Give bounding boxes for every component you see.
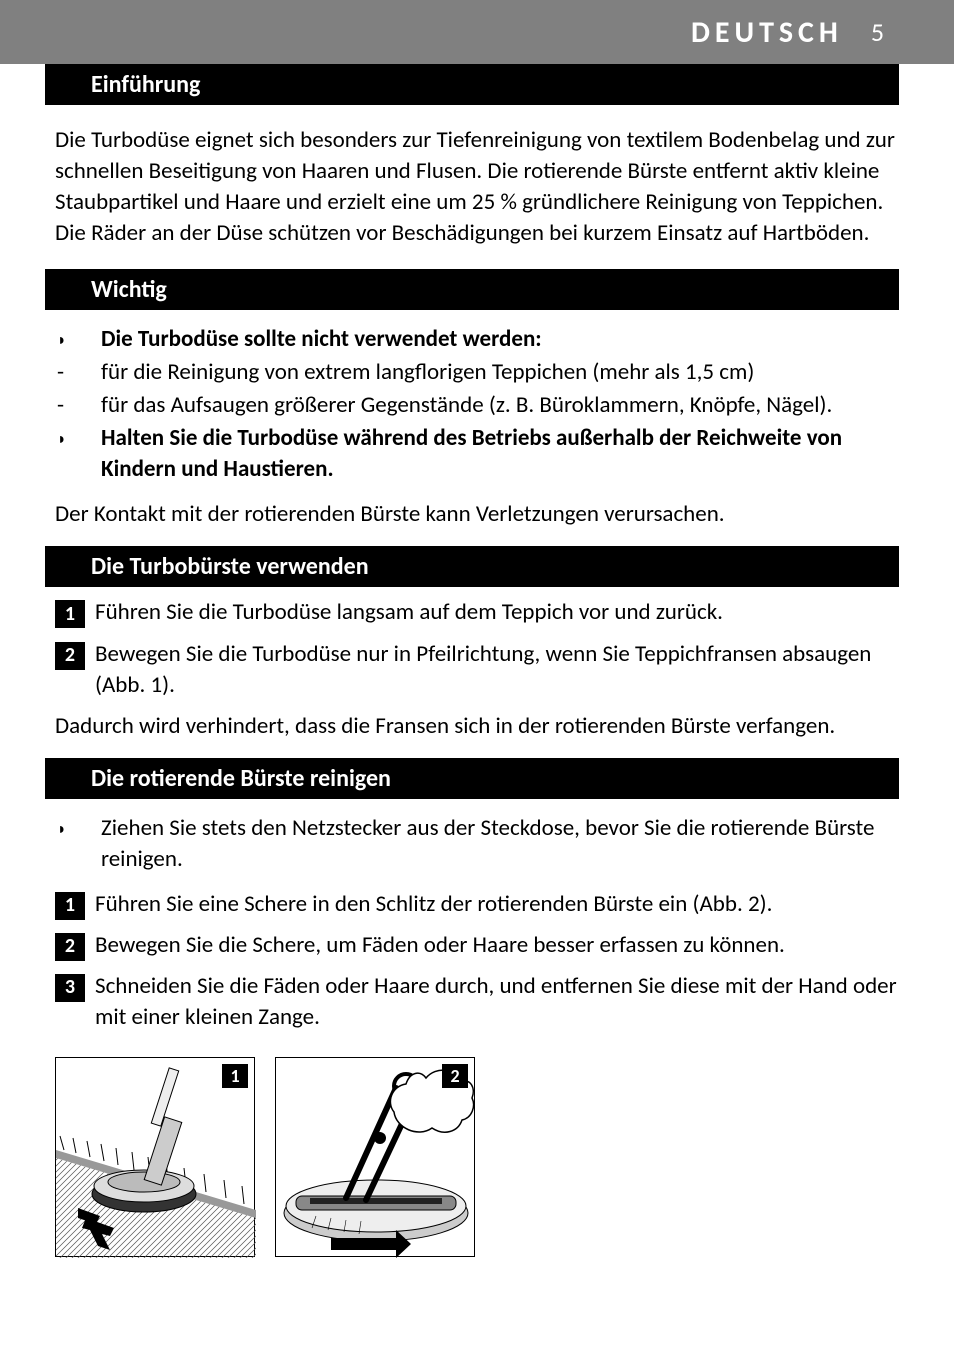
- step-text: Führen Sie die Turbodüse langsam auf dem…: [95, 597, 723, 628]
- figure-2-illustration: [276, 1058, 476, 1258]
- step-text: Bewegen Sie die Schere, um Fäden oder Ha…: [95, 930, 785, 961]
- important-list: ◗ Die Turbodüse sollte nicht verwendet w…: [55, 324, 899, 485]
- step-text: Bewegen Sie die Turbodüse nur in Pfeilri…: [95, 639, 899, 701]
- list-item: ◗ Halten Sie die Turbodüse während des B…: [55, 423, 899, 485]
- list-item-text: für das Aufsaugen größerer Gegenstände (…: [101, 390, 832, 421]
- list-item: ◗ Ziehen Sie stets den Netzstecker aus d…: [55, 813, 899, 875]
- step-row: 1 Führen Sie die Turbodüse langsam auf d…: [55, 597, 899, 628]
- section-title-cleaning: Die rotierende Bürste reinigen: [45, 758, 899, 799]
- section-title-intro: Einführung: [45, 64, 899, 105]
- figure-number-box: 1: [222, 1064, 248, 1088]
- list-item-text: Die Turbodüse sollte nicht verwendet wer…: [101, 324, 542, 355]
- step-number-box: 1: [55, 600, 85, 628]
- step-text: Schneiden Sie die Fäden oder Haare durch…: [95, 971, 899, 1033]
- language-label: DEUTSCH: [691, 14, 843, 51]
- list-item-text: Ziehen Sie stets den Netzstecker aus der…: [101, 813, 899, 875]
- dash-icon: -: [55, 390, 101, 421]
- step-number-box: 1: [55, 892, 85, 920]
- list-item-text: für die Reinigung von extrem langflorige…: [101, 357, 754, 388]
- list-item: - für die Reinigung von extrem langflori…: [55, 357, 899, 388]
- dash-icon: -: [55, 357, 101, 388]
- top-header-bar: DEUTSCH 5: [0, 0, 954, 64]
- figure-number-box: 2: [442, 1064, 468, 1088]
- step-number-box: 2: [55, 933, 85, 961]
- intro-body: Die Turbodüse eignet sich besonders zur …: [55, 125, 899, 249]
- step-row: 2 Bewegen Sie die Turbodüse nur in Pfeil…: [55, 639, 899, 701]
- section-title-using: Die Turbobürste verwenden: [45, 546, 899, 587]
- step-number-box: 2: [55, 642, 85, 670]
- page: DEUTSCH 5 Einführung Die Turbodüse eigne…: [0, 0, 954, 1297]
- section-title-important: Wichtig: [45, 269, 899, 310]
- important-footer: Der Kontakt mit der rotierenden Bürste k…: [55, 499, 899, 530]
- page-content: Einführung Die Turbodüse eignet sich bes…: [0, 64, 954, 1297]
- page-number: 5: [871, 16, 884, 48]
- step-row: 1 Führen Sie eine Schere in den Schlitz …: [55, 889, 899, 920]
- step-row: 3 Schneiden Sie die Fäden oder Haare dur…: [55, 971, 899, 1033]
- step-number-box: 3: [55, 974, 85, 1002]
- step-row: 2 Bewegen Sie die Schere, um Fäden oder …: [55, 930, 899, 961]
- bullet-icon: ◗: [55, 324, 101, 352]
- figure-1: 1: [55, 1057, 255, 1257]
- list-item: - für das Aufsaugen größerer Gegenstände…: [55, 390, 899, 421]
- figure-2: 2: [275, 1057, 475, 1257]
- bullet-icon: ◗: [55, 813, 101, 841]
- using-footer: Dadurch wird verhindert, dass die Franse…: [55, 711, 899, 742]
- cleaning-lead: ◗ Ziehen Sie stets den Netzstecker aus d…: [55, 813, 899, 875]
- figure-1-illustration: [56, 1058, 256, 1258]
- bullet-icon: ◗: [55, 423, 101, 451]
- list-item-text: Halten Sie die Turbodüse während des Bet…: [101, 423, 899, 485]
- step-text: Führen Sie eine Schere in den Schlitz de…: [95, 889, 772, 920]
- list-item: ◗ Die Turbodüse sollte nicht verwendet w…: [55, 324, 899, 355]
- figures-row: 1: [55, 1057, 899, 1257]
